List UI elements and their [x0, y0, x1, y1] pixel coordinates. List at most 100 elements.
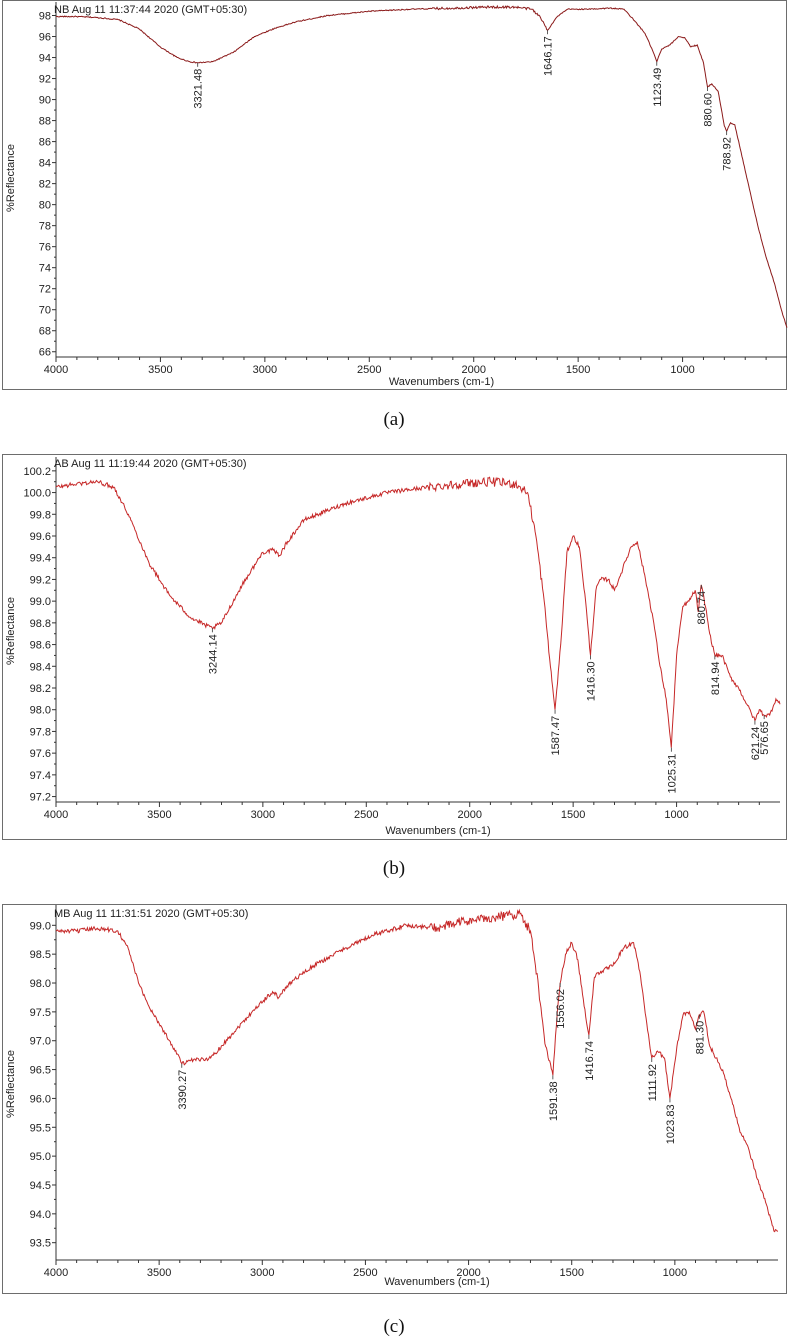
y-tick-label: 97.8: [30, 726, 51, 738]
spectrum-line: [55, 476, 781, 748]
panel-b: AB Aug 11 11:19:44 2020 (GMT+05:30) 100.2…: [2, 454, 787, 879]
peak-label: 1025.31: [666, 754, 678, 794]
x-tick-label: 1500: [566, 364, 590, 376]
y-tick-label: 84: [39, 158, 51, 170]
peak-label: 3244.14: [207, 634, 219, 674]
peak-label: 576.65: [759, 721, 771, 755]
x-tick-label: 1000: [663, 1267, 687, 1279]
peak-label: 1023.83: [665, 1104, 677, 1144]
peak-label: 814.94: [710, 661, 722, 695]
caption-b: (b): [382, 858, 406, 879]
y-tick-label: 100.2: [23, 466, 51, 478]
y-tick-label: 68: [39, 326, 51, 338]
x-tick-label: 2000: [456, 1267, 480, 1279]
chart-frame-b: [2, 454, 787, 840]
y-tick-label: 98.2: [30, 683, 51, 695]
x-axis-title: Wavenumbers (cm-1): [385, 825, 490, 837]
y-tick-label: 96.0: [30, 1093, 51, 1105]
peak-label: 3390.27: [177, 1070, 189, 1110]
y-tick-label: 98.0: [30, 705, 51, 717]
spectrum-header: MB Aug 11 11:31:51 2020 (GMT+05:30): [54, 908, 248, 920]
y-tick-label: 97.2: [30, 792, 51, 804]
y-tick-label: 88: [39, 116, 51, 128]
y-tick-label: 94.0: [30, 1209, 51, 1221]
x-tick-label: 2000: [461, 364, 485, 376]
y-tick-label: 96.5: [30, 1065, 51, 1077]
x-tick-label: 1500: [561, 809, 585, 821]
y-tick-label: 98.4: [30, 661, 51, 673]
caption-a: (a): [383, 409, 405, 430]
y-axis-title: %Reflectance: [5, 597, 17, 665]
x-tick-label: 4000: [44, 1267, 68, 1279]
y-tick-label: 78: [39, 221, 51, 233]
y-tick-label: 99.4: [30, 553, 51, 565]
peak-label: 881.30: [694, 1021, 706, 1055]
x-tick-label: 1500: [559, 1267, 583, 1279]
y-tick-label: 97.4: [30, 770, 51, 782]
y-tick-label: 99.6: [30, 531, 51, 543]
y-tick-label: 98.6: [30, 640, 51, 652]
x-axis-title: Wavenumbers (cm-1): [384, 1276, 489, 1288]
y-tick-label: 99.2: [30, 574, 51, 586]
peak-label: 880.60: [703, 93, 715, 127]
spectrum-header: NB Aug 11 11:37:44 2020 (GMT+05:30): [54, 4, 247, 16]
y-tick-label: 80: [39, 200, 51, 212]
y-tick-label: 94: [39, 53, 51, 65]
peak-label: 1646.17: [543, 36, 555, 76]
x-tick-label: 1000: [670, 364, 694, 376]
peak-label: 788.92: [722, 137, 734, 171]
peak-label: 621.24: [750, 727, 762, 761]
y-tick-label: 92: [39, 74, 51, 86]
y-axis-title: %Reflectance: [5, 1050, 17, 1118]
y-tick-label: 98: [39, 11, 51, 23]
chart-frame-a: [2, 0, 787, 390]
y-tick-label: 93.5: [30, 1238, 51, 1250]
y-tick-label: 82: [39, 179, 51, 191]
y-tick-label: 95.5: [30, 1122, 51, 1134]
spectrum-line: [55, 4, 788, 328]
y-tick-label: 96: [39, 32, 51, 44]
y-tick-label: 74: [39, 263, 51, 275]
y-tick-label: 100.0: [23, 488, 51, 500]
y-tick-label: 99.8: [30, 509, 51, 521]
peak-label: 1556.02: [555, 989, 567, 1029]
x-tick-label: 3000: [253, 364, 277, 376]
peak-label: 1416.30: [585, 661, 597, 701]
x-tick-label: 1000: [664, 809, 688, 821]
spectrum-header: AB Aug 11 11:19:44 2020 (GMT+05:30): [54, 458, 247, 470]
y-tick-label: 98.0: [30, 978, 51, 990]
y-tick-label: 97.5: [30, 1007, 51, 1019]
x-tick-label: 2000: [457, 809, 481, 821]
x-tick-label: 3500: [148, 364, 172, 376]
x-tick-label: 3000: [251, 809, 275, 821]
y-tick-label: 98.8: [30, 618, 51, 630]
x-tick-label: 2500: [354, 809, 378, 821]
y-tick-label: 72: [39, 284, 51, 296]
spectrum-line: [55, 908, 778, 1233]
x-tick-label: 3500: [147, 1267, 171, 1279]
x-tick-label: 4000: [44, 809, 68, 821]
y-tick-label: 99.0: [30, 596, 51, 608]
chart-frame-c: [2, 904, 787, 1294]
ftir-chart-b: AB Aug 11 11:19:44 2020 (GMT+05:30)100.2…: [5, 457, 781, 837]
peak-label: 1123.49: [652, 68, 664, 107]
y-tick-label: 94.5: [30, 1180, 51, 1192]
y-tick-label: 97.0: [30, 1036, 51, 1048]
y-tick-label: 70: [39, 305, 51, 317]
y-tick-label: 76: [39, 242, 51, 254]
x-tick-label: 2500: [353, 1267, 377, 1279]
peak-label: 3321.48: [193, 69, 205, 109]
peak-label: 880.74: [696, 591, 708, 625]
ftir-chart-a: NB Aug 11 11:37:44 2020 (GMT+05:30)98 96 9…: [5, 2, 788, 388]
caption-c: (c): [383, 1316, 405, 1337]
peak-label: 1591.38: [548, 1081, 560, 1121]
y-tick-label: 95.0: [30, 1151, 51, 1163]
y-tick-label: 86: [39, 137, 51, 149]
y-tick-label: 99.0: [30, 920, 51, 932]
x-tick-label: 2500: [357, 364, 381, 376]
x-tick-label: 3000: [250, 1267, 274, 1279]
peak-label: 1416.74: [584, 1041, 596, 1081]
y-tick-label: 98.5: [30, 949, 51, 961]
